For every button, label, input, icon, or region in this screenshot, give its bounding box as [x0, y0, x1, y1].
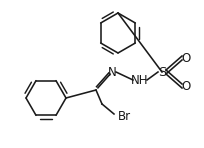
Text: NH: NH	[131, 74, 149, 86]
Text: Br: Br	[118, 110, 131, 123]
Text: S: S	[158, 66, 166, 78]
Text: O: O	[181, 52, 191, 65]
Text: N: N	[108, 66, 116, 78]
Text: O: O	[181, 79, 191, 92]
